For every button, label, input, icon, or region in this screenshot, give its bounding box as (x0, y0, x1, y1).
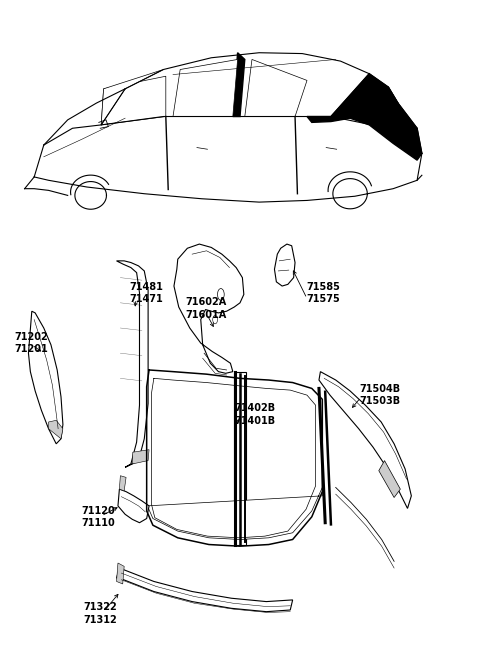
Text: 71585
71575: 71585 71575 (306, 281, 340, 304)
Text: 71481
71471: 71481 71471 (129, 281, 163, 304)
Polygon shape (174, 244, 244, 373)
Text: 71202
71201: 71202 71201 (14, 332, 48, 354)
Polygon shape (147, 487, 323, 539)
Circle shape (217, 289, 224, 300)
Polygon shape (101, 76, 166, 125)
Text: 71120
71110: 71120 71110 (81, 506, 115, 528)
Polygon shape (118, 489, 149, 523)
Polygon shape (173, 60, 238, 117)
Polygon shape (275, 244, 295, 286)
Polygon shape (117, 563, 124, 584)
Polygon shape (117, 261, 148, 467)
Polygon shape (234, 372, 246, 544)
Polygon shape (245, 60, 307, 117)
Polygon shape (132, 450, 149, 464)
Polygon shape (307, 73, 422, 160)
Polygon shape (28, 311, 63, 444)
Polygon shape (319, 372, 411, 508)
Polygon shape (101, 70, 163, 125)
Polygon shape (120, 476, 126, 491)
Polygon shape (117, 568, 293, 611)
Text: 71602A
71601A: 71602A 71601A (186, 298, 227, 320)
Polygon shape (233, 52, 245, 117)
Text: 71402B
71401B: 71402B 71401B (234, 403, 276, 426)
Text: 71322
71312: 71322 71312 (83, 602, 117, 625)
Polygon shape (48, 420, 63, 439)
Polygon shape (379, 461, 400, 497)
Circle shape (213, 316, 217, 324)
Text: 71504B
71503B: 71504B 71503B (360, 384, 401, 406)
